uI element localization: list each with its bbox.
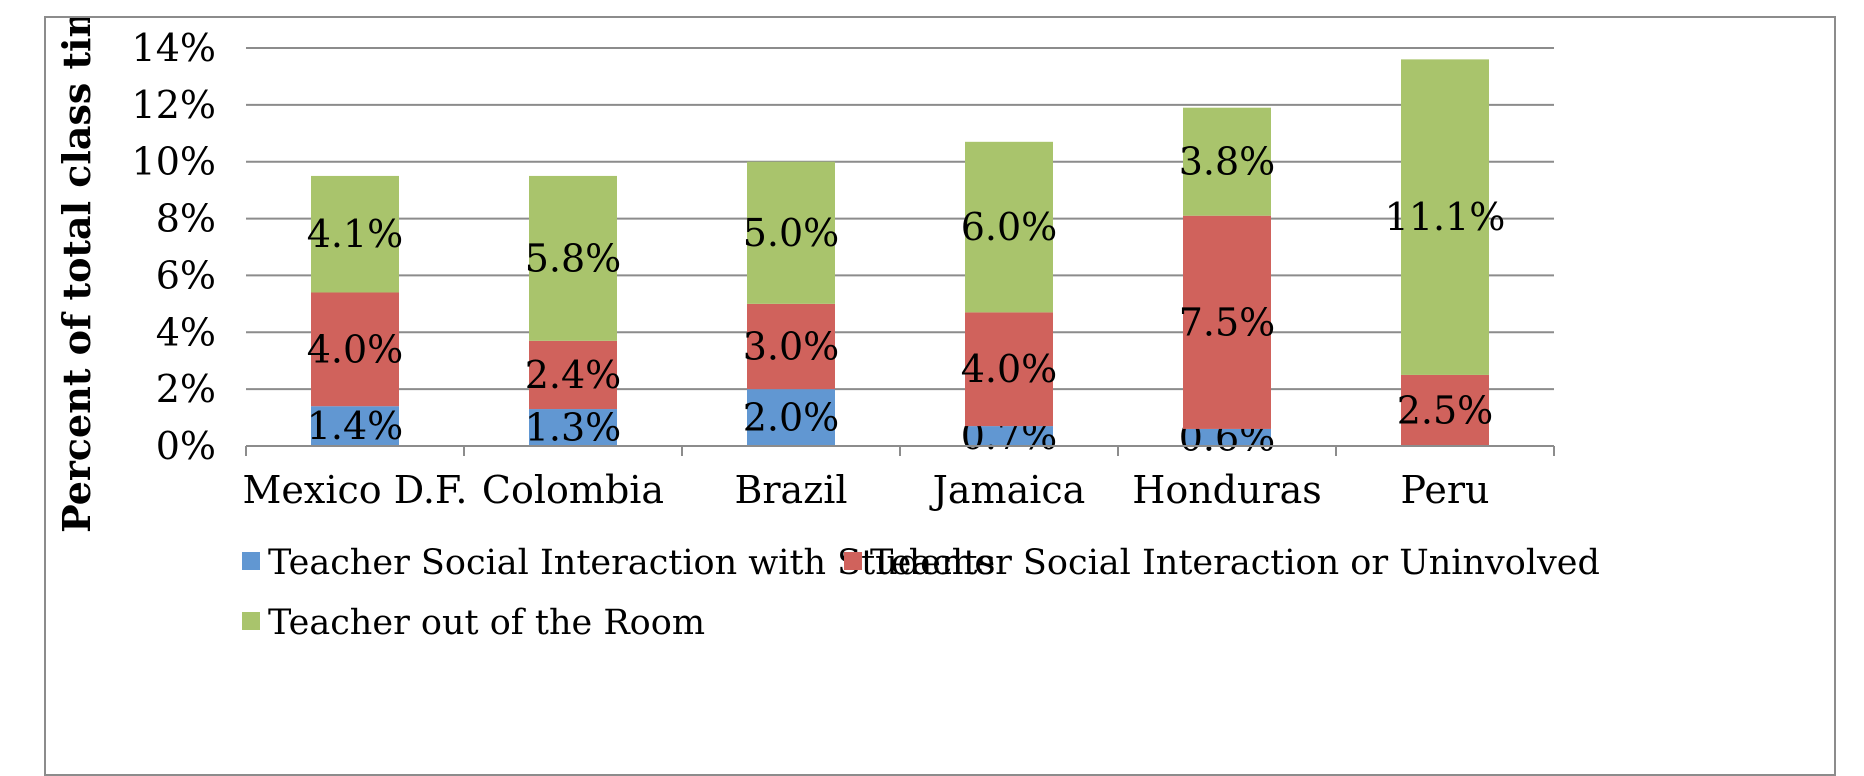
x-tick-label: Mexico D.F.	[243, 468, 468, 512]
data-label: 2.4%	[525, 353, 622, 397]
y-tick-label: 0%	[156, 424, 216, 468]
x-tick-label: Jamaica	[929, 468, 1086, 512]
y-tick-label: 6%	[156, 253, 216, 297]
data-label: 2.0%	[743, 396, 840, 440]
bars: 1.4%4.0%4.1%1.3%2.4%5.8%2.0%3.0%5.0%0.7%…	[307, 59, 1506, 459]
bar-segment	[747, 161, 835, 304]
axes: 0% 2% 4% 6% 8% 10% 12% 14% Mexico D.F. Colombia Br…	[132, 26, 1555, 512]
y-tick-label: 4%	[156, 310, 216, 354]
y-tick-label: 2%	[156, 367, 216, 411]
legend-label: Teacher Social Interaction with Students	[268, 543, 995, 583]
y-axis-title: Percent of total class time	[54, 18, 99, 533]
bar-segment	[311, 175, 399, 293]
data-label: 1.3%	[525, 406, 622, 450]
legend-label: Teacher out of the Room	[268, 603, 705, 643]
bar-segment	[1183, 215, 1271, 429]
bar-segment	[311, 292, 399, 407]
data-label: 1.4%	[307, 404, 404, 448]
data-label: 4.0%	[961, 347, 1058, 391]
bar-segment	[529, 175, 617, 341]
bar-segment	[1183, 428, 1271, 446]
data-label: 2.5%	[1397, 388, 1494, 432]
bar-segment	[1401, 59, 1489, 375]
bar-segment	[529, 340, 617, 410]
legend: Teacher Social Interaction with Students…	[242, 543, 1600, 643]
legend-swatch	[844, 552, 862, 570]
bar-segment	[965, 312, 1053, 427]
data-label: 3.0%	[743, 325, 840, 369]
y-tick-label: 10%	[132, 140, 216, 184]
y-tick-label: 14%	[132, 26, 216, 70]
y-tick-label: 12%	[132, 83, 216, 127]
bar-segment	[1401, 374, 1489, 446]
data-label: 3.8%	[1179, 140, 1276, 184]
data-label: 6.0%	[961, 205, 1058, 249]
data-label: 5.8%	[525, 236, 622, 280]
x-tick-label: Honduras	[1132, 468, 1322, 512]
data-label: 5.0%	[743, 211, 840, 255]
y-tick-label: 8%	[156, 197, 216, 241]
gridlines	[246, 47, 1554, 391]
data-label: 11.1%	[1385, 195, 1506, 239]
bar-segment	[529, 409, 617, 446]
bar-segment	[965, 141, 1053, 313]
stacked-bar-chart: 1.4%4.0%4.1%1.3%2.4%5.8%2.0%3.0%5.0%0.7%…	[54, 0, 1600, 643]
legend-swatch	[242, 552, 260, 570]
data-label: 4.1%	[307, 212, 404, 256]
bar-segment	[311, 406, 399, 446]
data-label: 4.0%	[307, 327, 404, 371]
bar-segment	[1183, 107, 1271, 216]
chart-frame: 1.4% 4.0% 4.1% 1.3% 2.4% 5.8% 2.0% 3.0% 5.0% 0.7%…	[44, 0, 1836, 776]
bar-segment	[965, 426, 1053, 446]
bar-segment	[747, 303, 835, 390]
x-tick-label: Brazil	[734, 468, 847, 512]
legend-swatch	[242, 612, 260, 630]
legend-label: Teacher Social Interaction or Uninvolved	[870, 543, 1600, 583]
x-tick-label: Colombia	[482, 468, 664, 512]
x-tick-label: Peru	[1401, 468, 1490, 512]
bar-segment	[747, 389, 835, 446]
data-label: 7.5%	[1179, 300, 1276, 344]
